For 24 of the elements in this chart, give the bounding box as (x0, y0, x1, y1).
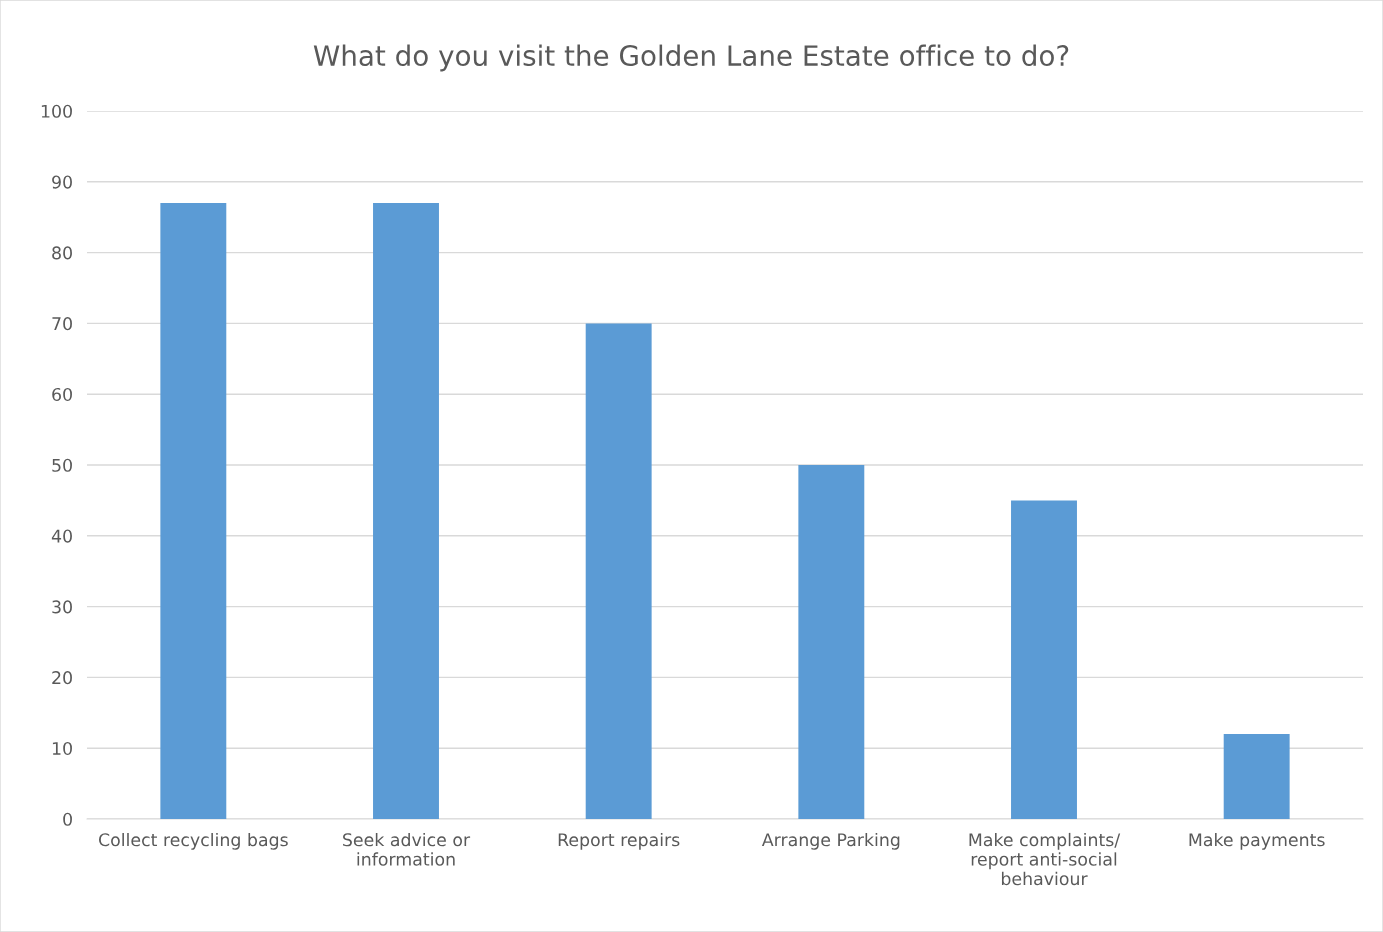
y-tick-label: 20 (52, 671, 72, 685)
bar (1223, 734, 1290, 819)
x-tick-label: Make complaints/ report anti-social behaviour (969, 832, 1121, 886)
y-tick-label: 90 (52, 175, 72, 189)
bar (585, 323, 652, 819)
bar (1011, 500, 1077, 819)
y-tick-label: 50 (52, 458, 72, 472)
bar (373, 203, 439, 819)
x-tick-label: Collect recycling bags (98, 832, 288, 850)
y-tick-label: 80 (52, 246, 72, 260)
y-tick-label: 10 (52, 741, 72, 756)
y-tick-label: 0 (63, 812, 72, 826)
y-tick-label: 100 (41, 104, 72, 118)
x-tick-label: Arrange Parking (761, 832, 900, 850)
y-tick-label: 30 (52, 600, 72, 614)
bar (798, 465, 865, 819)
y-tick-label: 60 (52, 387, 72, 402)
x-tick-label: Seek advice or information (343, 832, 471, 866)
x-tick-label: Report repairs (558, 832, 680, 850)
chart-title: What do you visit the Golden Lane Estate office to do? (313, 44, 1069, 72)
x-tick-label: Make payments (1189, 832, 1325, 850)
y-tick-label: 70 (52, 317, 72, 331)
bar (160, 203, 227, 819)
y-tick-label: 40 (51, 529, 72, 543)
